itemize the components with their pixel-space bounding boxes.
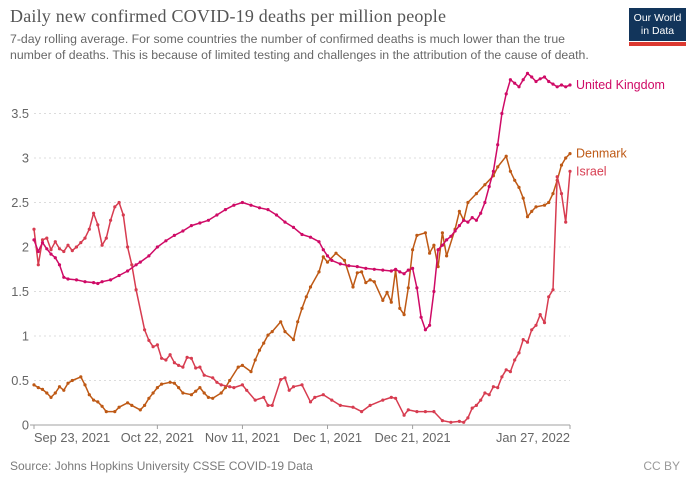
chart-footer: Source: Johns Hopkins University CSSE CO…: [10, 459, 680, 473]
owid-logo[interactable]: Our World in Data: [629, 8, 686, 46]
source-note: Source: Johns Hopkins University CSSE CO…: [10, 459, 313, 473]
x-tick-label: Jan 27, 2022: [496, 430, 570, 445]
y-tick-label: 1.5: [11, 284, 29, 299]
series-denmark[interactable]: [32, 152, 572, 414]
owid-logo-red-bar: [629, 42, 686, 46]
series-israel[interactable]: [32, 169, 572, 424]
y-tick-label: 1: [22, 329, 29, 344]
y-tick-label: 2.5: [11, 195, 29, 210]
y-tick-label: 2: [22, 240, 29, 255]
chart-title: Daily new confirmed COVID-19 deaths per …: [10, 6, 447, 26]
series-label-israel[interactable]: Israel: [576, 164, 607, 178]
license-badge[interactable]: CC BY: [643, 459, 680, 473]
y-tick-label: 3: [22, 151, 29, 166]
series-label-united-kingdom[interactable]: United Kingdom: [576, 78, 665, 92]
series-label-denmark[interactable]: Denmark: [576, 147, 627, 161]
y-tick-label: 0.5: [11, 373, 29, 388]
chart-subtitle: 7-day rolling average. For some countrie…: [10, 32, 589, 63]
series-united-kingdom[interactable]: [32, 71, 572, 332]
x-tick-label: Dec 1, 2021: [293, 430, 362, 445]
x-tick-label: Sep 23, 2021: [34, 430, 110, 445]
x-tick-label: Nov 11, 2021: [205, 430, 280, 445]
y-tick-label: 0: [22, 418, 29, 433]
x-tick-label: Oct 22, 2021: [121, 430, 194, 445]
y-tick-label: 3.5: [11, 106, 29, 121]
owid-logo-line1: Our World: [633, 12, 682, 24]
x-tick-label: Dec 21, 2021: [375, 430, 451, 445]
owid-logo-line2: in Data: [640, 25, 675, 37]
owid-logo-text: Our World in Data: [629, 8, 686, 42]
